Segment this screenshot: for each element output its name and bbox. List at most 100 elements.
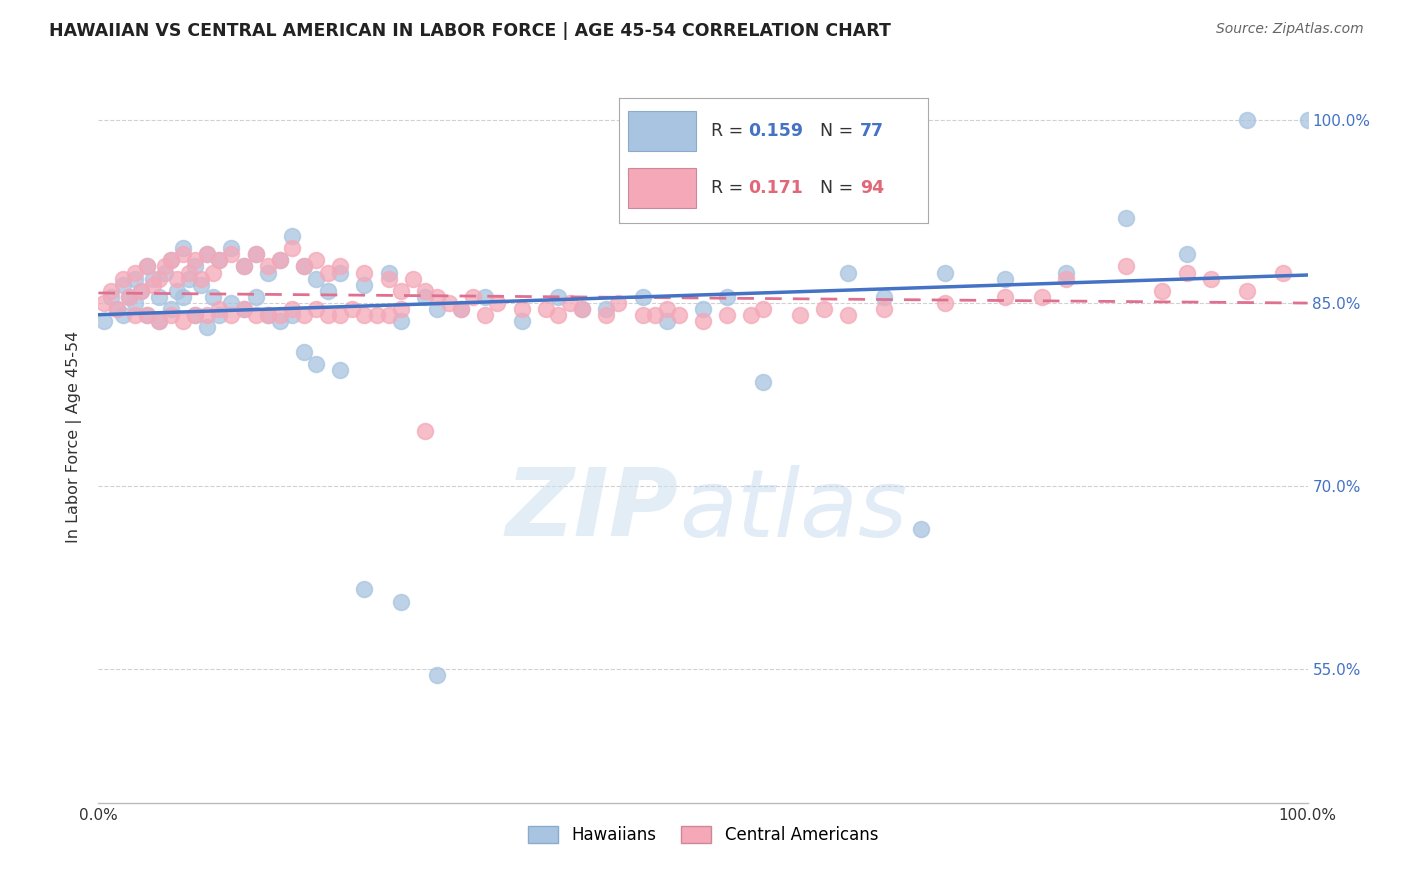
Point [305, 271, 328, 285]
Point [245, 247, 267, 261]
Point [1236, 113, 1258, 128]
Point [547, 290, 569, 304]
Point [329, 308, 352, 322]
Point [208, 253, 231, 268]
Point [153, 265, 176, 279]
Point [160, 308, 183, 322]
Point [208, 308, 231, 322]
Text: 0.159: 0.159 [748, 121, 804, 139]
Point [179, 265, 201, 279]
Text: R =: R = [711, 121, 749, 139]
Point [353, 265, 375, 279]
Point [837, 308, 859, 322]
Point [1199, 271, 1222, 285]
Point [111, 271, 134, 285]
Point [607, 296, 630, 310]
Point [93, 296, 115, 310]
Point [232, 260, 254, 274]
Point [100, 290, 122, 304]
Point [111, 308, 134, 322]
Bar [628, 168, 696, 208]
Point [329, 260, 352, 274]
Point [510, 314, 533, 328]
Point [256, 308, 278, 322]
Point [124, 265, 146, 279]
Point [232, 260, 254, 274]
Point [124, 308, 146, 322]
Text: HAWAIIAN VS CENTRAL AMERICAN IN LABOR FORCE | AGE 45-54 CORRELATION CHART: HAWAIIAN VS CENTRAL AMERICAN IN LABOR FO… [49, 22, 891, 40]
Point [179, 271, 201, 285]
Text: 94: 94 [860, 179, 884, 197]
Point [910, 521, 932, 535]
Point [184, 308, 207, 322]
Point [269, 314, 291, 328]
Point [510, 301, 533, 317]
Point [1054, 265, 1077, 279]
Point [740, 308, 762, 322]
Bar [628, 111, 696, 151]
Point [547, 308, 569, 322]
Point [934, 296, 956, 310]
Point [166, 271, 188, 285]
Point [305, 301, 328, 317]
Point [195, 247, 218, 261]
Legend: Hawaiians, Central Americans: Hawaiians, Central Americans [523, 822, 883, 849]
Point [148, 314, 170, 328]
Point [1115, 260, 1137, 274]
Point [426, 301, 449, 317]
Point [142, 277, 165, 292]
Point [716, 290, 738, 304]
Point [184, 260, 207, 274]
Point [195, 247, 218, 261]
Point [668, 308, 690, 322]
Point [148, 314, 170, 328]
Point [571, 301, 593, 317]
Point [1296, 113, 1319, 128]
Point [474, 308, 496, 322]
Point [142, 271, 165, 285]
Point [450, 301, 472, 317]
Point [172, 314, 194, 328]
Point [281, 301, 304, 317]
Point [305, 357, 328, 371]
Point [534, 301, 557, 317]
Point [426, 667, 449, 681]
Point [377, 271, 399, 285]
Point [256, 265, 278, 279]
Point [135, 260, 157, 274]
Point [389, 301, 412, 317]
Point [1152, 284, 1174, 298]
Point [595, 301, 617, 317]
Point [281, 241, 304, 255]
Point [105, 301, 128, 317]
Text: 77: 77 [860, 121, 884, 139]
Point [837, 265, 859, 279]
Point [316, 265, 339, 279]
Point [655, 301, 678, 317]
Point [413, 290, 436, 304]
Point [135, 260, 157, 274]
Point [166, 284, 188, 298]
Point [208, 301, 231, 317]
Point [789, 308, 811, 322]
Point [221, 241, 243, 255]
Point [256, 260, 278, 274]
Point [1031, 290, 1053, 304]
Point [124, 271, 146, 285]
Point [389, 314, 412, 328]
Point [124, 296, 146, 310]
Point [160, 253, 183, 268]
Point [202, 265, 225, 279]
Point [118, 290, 141, 304]
Point [269, 253, 291, 268]
Point [202, 290, 225, 304]
Point [316, 308, 339, 322]
Point [631, 308, 654, 322]
Point [873, 290, 896, 304]
Point [184, 253, 207, 268]
Point [752, 301, 775, 317]
Point [208, 253, 231, 268]
Point [994, 290, 1017, 304]
Y-axis label: In Labor Force | Age 45-54: In Labor Force | Age 45-54 [66, 331, 82, 543]
Point [934, 265, 956, 279]
